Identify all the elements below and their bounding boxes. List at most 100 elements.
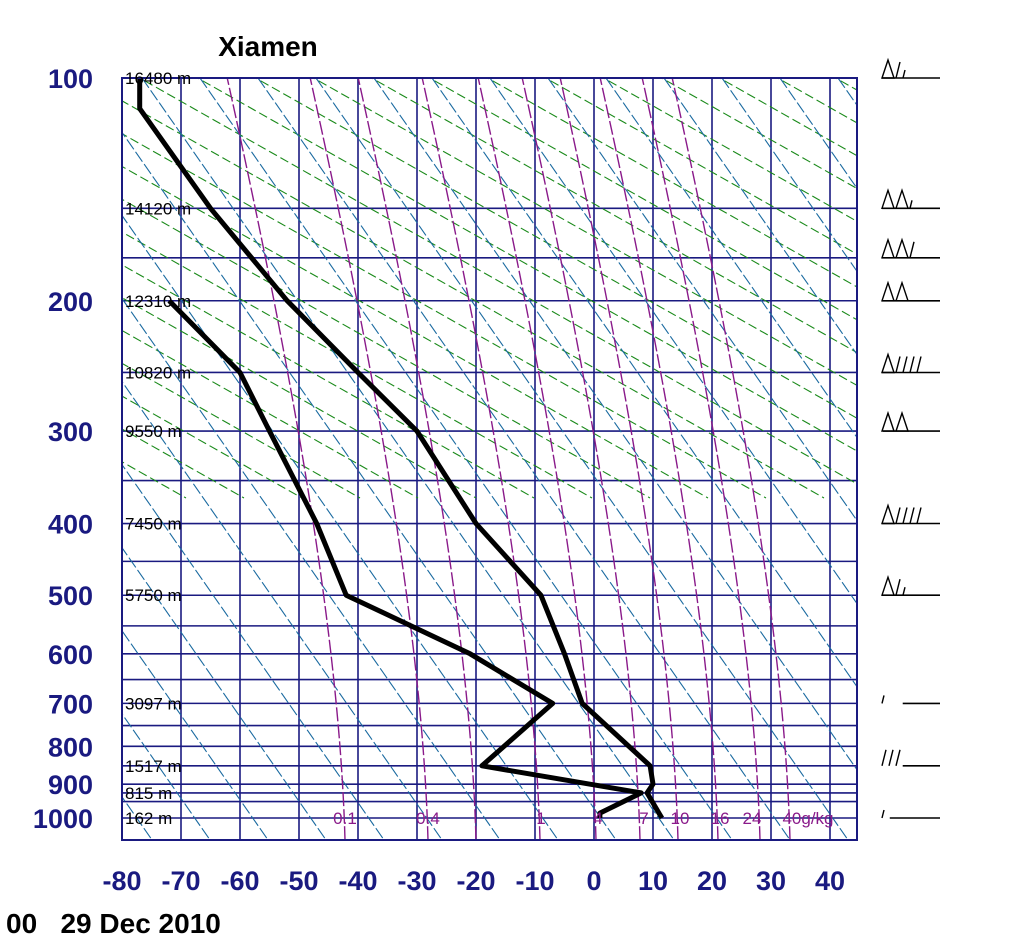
mixing-ratio-line bbox=[521, 78, 641, 840]
moist-adiabat-line bbox=[122, 712, 211, 840]
moist-adiabat-line bbox=[122, 463, 385, 840]
wind-barb bbox=[881, 57, 940, 79]
height-label: 16480 m bbox=[125, 69, 191, 88]
mixing-ratio-line bbox=[226, 78, 346, 840]
mixing-ratio-line bbox=[309, 78, 429, 840]
moist-adiabat-line bbox=[141, 78, 675, 840]
barb-flag bbox=[881, 410, 895, 432]
barb-full bbox=[909, 241, 915, 258]
mixing-ratio-line bbox=[357, 78, 477, 840]
dry-adiabat-line bbox=[254, 78, 857, 419]
mixing-ratio-line bbox=[599, 78, 719, 840]
moist-adiabat-line bbox=[199, 78, 733, 840]
mixing-ratio-lines bbox=[226, 78, 791, 840]
grid bbox=[121, 77, 857, 840]
mixing-ratio-line bbox=[421, 78, 541, 840]
temperature-profile bbox=[137, 78, 665, 820]
barb-full bbox=[902, 507, 908, 524]
moist-adiabat-line bbox=[896, 78, 1010, 880]
mixing-ratio-line bbox=[477, 78, 597, 840]
pressure-tick-label: 300 bbox=[48, 417, 93, 447]
height-label: 3097 m bbox=[125, 694, 182, 713]
plot-border bbox=[121, 77, 858, 841]
moist-adiabat-line bbox=[122, 131, 617, 840]
temperature-tick-label: -50 bbox=[279, 866, 318, 896]
moist-adiabat-line bbox=[122, 629, 269, 840]
barb-flag bbox=[881, 503, 895, 525]
dry-adiabat-line bbox=[196, 78, 857, 452]
moist-adiabat-line bbox=[431, 78, 857, 688]
barb-half bbox=[902, 69, 906, 79]
moist-adiabat-line bbox=[663, 78, 857, 356]
pressure-tick-label: 800 bbox=[48, 732, 93, 762]
moist-adiabat-line bbox=[315, 78, 849, 840]
barb-flag bbox=[881, 237, 895, 259]
mixing-ratio-line bbox=[671, 78, 791, 840]
dry-adiabat-line bbox=[486, 78, 857, 288]
barb-full bbox=[881, 749, 887, 766]
mixing-ratio-label: 0.4 bbox=[416, 809, 440, 828]
moist-adiabat-line bbox=[721, 78, 857, 273]
mixing-ratio-line bbox=[559, 78, 679, 840]
height-label: 10820 m bbox=[125, 364, 191, 383]
mixing-ratio-label: 16 bbox=[711, 809, 730, 828]
height-label: 9550 m bbox=[125, 422, 182, 441]
dry-adiabat-line bbox=[122, 100, 825, 499]
barb-full bbox=[909, 356, 915, 373]
temperature-tick-label: 40 bbox=[815, 866, 845, 896]
wind-barb bbox=[881, 237, 940, 259]
barb-full bbox=[909, 507, 915, 524]
moist-adiabat-line bbox=[373, 78, 857, 771]
height-label: 815 m bbox=[125, 784, 172, 803]
dry-adiabat-line bbox=[992, 68, 1010, 498]
dry-adiabat-line bbox=[428, 78, 857, 321]
barb-full bbox=[916, 507, 922, 524]
wind-barb bbox=[881, 280, 940, 302]
pressure-tick-label: 600 bbox=[48, 640, 93, 670]
temperature-tick-label: -70 bbox=[161, 866, 200, 896]
date-label: 00 29 Dec 2010 bbox=[6, 908, 221, 939]
temperature-tick-label: -10 bbox=[515, 866, 554, 896]
mixing-ratio-label: 10 bbox=[671, 809, 690, 828]
pressure-tick-label: 200 bbox=[48, 287, 93, 317]
pressure-tick-label: 100 bbox=[48, 64, 93, 94]
moist-adiabat-line bbox=[257, 78, 791, 840]
plot-frame bbox=[121, 77, 858, 841]
height-label: 1517 m bbox=[125, 757, 182, 776]
dry-adiabat-line bbox=[122, 264, 535, 499]
sounding-profiles bbox=[137, 78, 665, 820]
temperature-tick-label: -60 bbox=[220, 866, 259, 896]
temperature-tick-label: 30 bbox=[756, 866, 786, 896]
dry-adiabat-line bbox=[122, 132, 767, 499]
pressure-tick-label: 900 bbox=[48, 770, 93, 800]
dry-adiabat-line bbox=[122, 165, 709, 499]
wind-barb bbox=[881, 749, 940, 767]
dewpoint-profile bbox=[167, 299, 644, 818]
height-label: 162 m bbox=[125, 809, 172, 828]
wind-barb bbox=[881, 695, 940, 705]
dry-adiabat-line bbox=[718, 78, 857, 157]
dry-adiabat-line bbox=[544, 78, 857, 255]
barb-full bbox=[888, 749, 894, 766]
dry-adiabat-line bbox=[312, 78, 857, 387]
pressure-tick-label: 400 bbox=[48, 510, 93, 540]
height-label: 12310 m bbox=[125, 292, 191, 311]
temperature-tick-label: -30 bbox=[397, 866, 436, 896]
barb-full bbox=[895, 507, 901, 524]
pressure-tick-label: 700 bbox=[48, 689, 93, 719]
dry-adiabat-line bbox=[370, 78, 857, 354]
moist-adiabat-line bbox=[489, 78, 857, 605]
temperature-tick-label: -20 bbox=[456, 866, 495, 896]
barb-flag bbox=[881, 352, 895, 374]
moist-adiabat-line bbox=[547, 78, 857, 522]
wind-barb bbox=[881, 410, 940, 432]
moist-adiabat-line bbox=[779, 78, 857, 190]
height-label: 5750 m bbox=[125, 586, 182, 605]
mixing-ratio-labels: 0.1 0.4 1 4 7 10 16 24 40g/kg bbox=[333, 809, 833, 828]
barb-full bbox=[902, 356, 908, 373]
barb-half bbox=[881, 695, 885, 704]
mixing-ratio-label: 7 bbox=[639, 809, 648, 828]
barb-full bbox=[895, 749, 901, 766]
barb-flag bbox=[881, 57, 895, 79]
